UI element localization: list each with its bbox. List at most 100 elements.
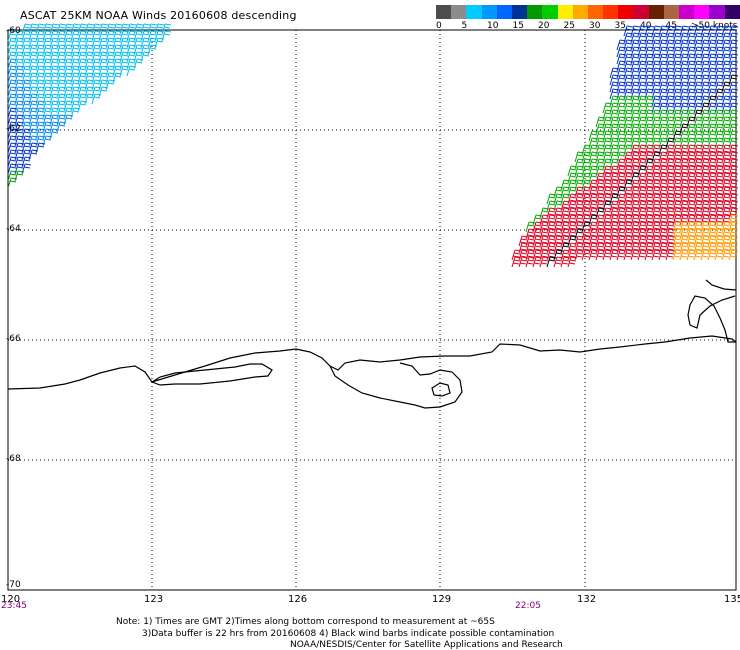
wind-barb	[630, 172, 641, 184]
wind-barb	[686, 242, 697, 254]
wind-barb	[623, 186, 634, 198]
wind-barb	[651, 207, 662, 219]
wind-barb	[637, 95, 648, 107]
wind-barb	[637, 228, 648, 240]
wind-barb	[42, 79, 53, 91]
wind-barb	[700, 235, 711, 247]
wind-barb	[672, 228, 683, 240]
wind-barb	[77, 72, 88, 84]
lat-label-66: -66	[6, 334, 21, 344]
wind-barb	[693, 102, 704, 114]
wind-barb	[728, 32, 739, 44]
wind-barb	[707, 200, 718, 212]
wind-barb	[84, 51, 95, 63]
wind-barb	[616, 200, 627, 212]
wind-barb	[623, 221, 634, 233]
legend-swatch	[557, 5, 573, 19]
wind-barb	[644, 81, 655, 93]
wind-barb	[665, 109, 676, 121]
wind-barb	[616, 67, 627, 79]
wind-barb	[105, 72, 116, 84]
wind-barb	[98, 65, 109, 77]
wind-barb	[21, 135, 32, 147]
wind-barb	[644, 165, 655, 177]
wind-barb	[14, 149, 25, 161]
wind-barb	[49, 93, 60, 105]
wind-barb	[658, 74, 669, 86]
wind-barb	[602, 200, 613, 212]
wind-barb	[679, 123, 690, 135]
wind-barb	[672, 67, 683, 79]
lat-label-60: -60	[6, 26, 21, 36]
wind-barb	[28, 128, 39, 140]
wind-barb	[532, 242, 543, 254]
wind-barb	[616, 102, 627, 114]
wind-barb	[714, 102, 725, 114]
wind-barb	[14, 100, 25, 112]
wind-barb	[609, 74, 620, 86]
wind-barb	[651, 235, 662, 247]
wind-barb	[616, 109, 627, 121]
wind-barb	[525, 249, 536, 261]
wind-barb	[42, 86, 53, 98]
wind-barb	[665, 102, 676, 114]
wind-barb	[574, 200, 585, 212]
wind-barb	[28, 86, 39, 98]
wind-barb	[49, 128, 60, 140]
wind-barb	[721, 158, 732, 170]
wind-barb	[700, 25, 711, 37]
lon-label-126: 126	[288, 594, 308, 605]
wind-barb	[644, 60, 655, 72]
wind-barb	[658, 242, 669, 254]
wind-barb	[686, 151, 697, 163]
wind-barb	[679, 235, 690, 247]
wind-barb	[539, 242, 550, 254]
wind-barb	[609, 179, 620, 191]
wind-barb	[630, 235, 641, 247]
wind-barb	[630, 186, 641, 198]
lat-label-70: -70	[6, 580, 21, 590]
wind-barb	[56, 37, 67, 49]
wind-barb	[525, 256, 536, 268]
wind-barb	[49, 58, 60, 70]
wind-barb	[679, 32, 690, 44]
wind-barb	[644, 249, 655, 261]
wind-barb	[21, 72, 32, 84]
wind-barb	[665, 39, 676, 51]
wind-barb	[126, 58, 137, 70]
wind-barb	[644, 172, 655, 184]
wind-barb	[56, 30, 67, 42]
wind-barb	[644, 158, 655, 170]
wind-barb	[651, 74, 662, 86]
wind-barb	[665, 228, 676, 240]
wind-barb	[119, 44, 130, 56]
wind-barb	[602, 207, 613, 219]
wind-barb	[693, 25, 704, 37]
wind-barb	[511, 256, 522, 268]
wind-barb	[105, 37, 116, 49]
wind-barb	[7, 65, 18, 77]
wind-barb	[21, 37, 32, 49]
wind-barb	[679, 46, 690, 58]
wind-barb	[623, 39, 634, 51]
wind-barb	[721, 32, 732, 44]
wind-barb	[658, 200, 669, 212]
wind-barb	[623, 151, 634, 163]
wind-barb	[588, 144, 599, 156]
wind-barb	[581, 144, 592, 156]
wind-barb	[700, 88, 711, 100]
wind-barb	[119, 23, 130, 35]
wind-barb	[588, 214, 599, 226]
wind-barb	[686, 130, 697, 142]
wind-barb	[651, 137, 662, 149]
wind-barb	[70, 58, 81, 70]
wind-barb	[49, 86, 60, 98]
wind-barb	[651, 221, 662, 233]
wind-barb	[105, 65, 116, 77]
legend-color-bar	[436, 5, 740, 19]
wind-barb	[581, 242, 592, 254]
wind-barb	[658, 151, 669, 163]
wind-barb	[644, 179, 655, 191]
wind-barb	[658, 214, 669, 226]
wind-barb	[70, 86, 81, 98]
